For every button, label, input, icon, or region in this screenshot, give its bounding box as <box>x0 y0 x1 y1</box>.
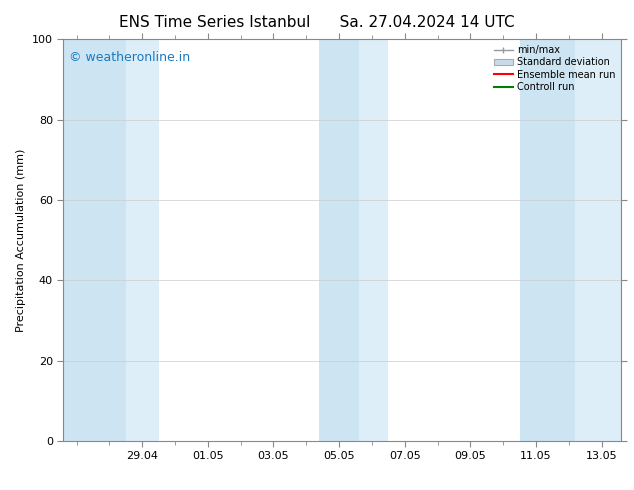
Bar <box>576 39 621 441</box>
Bar <box>520 39 576 441</box>
Bar <box>320 39 359 441</box>
Text: ENS Time Series Istanbul      Sa. 27.04.2024 14 UTC: ENS Time Series Istanbul Sa. 27.04.2024 … <box>119 15 515 30</box>
Y-axis label: Precipitation Accumulation (mm): Precipitation Accumulation (mm) <box>16 148 27 332</box>
Text: © weatheronline.in: © weatheronline.in <box>69 51 190 64</box>
Legend: min/max, Standard deviation, Ensemble mean run, Controll run: min/max, Standard deviation, Ensemble me… <box>491 42 618 95</box>
Bar <box>359 39 388 441</box>
Bar <box>126 39 158 441</box>
Bar <box>63 39 126 441</box>
